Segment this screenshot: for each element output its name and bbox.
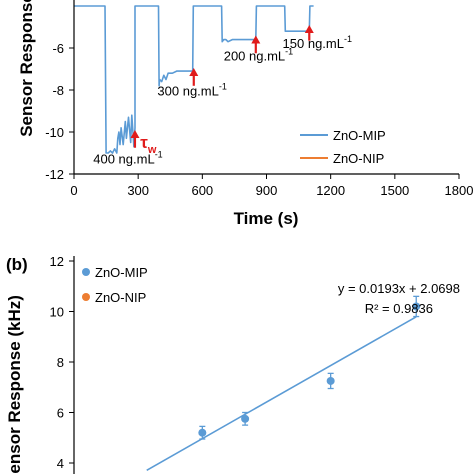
y-tick-label: -10	[45, 125, 64, 140]
legend-label-zno-nip: ZnO-NIP	[333, 151, 384, 166]
data-point	[198, 428, 207, 437]
fit-equation: y = 0.0193x + 2.0698	[338, 281, 460, 296]
y-tick-label: 12	[50, 254, 64, 269]
concentration-annotation: 150 ng.mL-1	[283, 34, 352, 51]
panel-b-data-points	[198, 295, 421, 440]
panel-b-fit-line	[146, 316, 417, 472]
panel-b-label: (b)	[6, 255, 28, 274]
legend-marker-zno-nip	[82, 293, 90, 301]
panel-b-y-axis-title: Sensor Response (kHz)	[5, 295, 24, 474]
fit-r-squared: R² = 0.9836	[365, 301, 433, 316]
panel-a-x-ticks: 0 300 600 900 1200 1500 1800	[70, 174, 473, 198]
y-tick-label: 10	[50, 305, 64, 320]
series-line-zno-mip	[74, 5, 314, 154]
x-tick-label: 1800	[445, 183, 474, 198]
panel-a-x-axis-title: Time (s)	[234, 209, 299, 228]
red-arrow-head	[304, 24, 314, 33]
y-tick-label: 8	[57, 355, 64, 370]
concentration-annotation: 300 ng.mL-1	[157, 81, 226, 98]
y-tick-label: -8	[52, 83, 64, 98]
panel-a-arrows	[130, 24, 314, 148]
x-tick-label: 1500	[380, 183, 409, 198]
red-arrow-head	[251, 35, 261, 44]
red-arrow-head	[189, 68, 199, 76]
data-point	[241, 414, 250, 423]
y-tick-label: 6	[57, 406, 64, 421]
linear-fit-line	[146, 316, 417, 472]
legend-marker-zno-mip	[82, 268, 90, 276]
legend-label-zno-mip: ZnO-MIP	[333, 128, 386, 143]
panel-a-legend: ZnO-MIP ZnO-NIP	[300, 128, 386, 166]
x-tick-label: 900	[256, 183, 278, 198]
x-tick-label: 0	[70, 183, 77, 198]
y-tick-label: -6	[52, 41, 64, 56]
data-point	[412, 302, 421, 311]
concentration-annotation: 200 ng.mL-1	[224, 47, 293, 64]
concentration-annotation: 400 ng.mL-1	[93, 150, 162, 167]
x-tick-label: 1200	[316, 183, 345, 198]
panel-b-chart: (b) 4 6 8 10 12 Sensor Response (kHz) ZnO-MI…	[5, 254, 460, 474]
y-tick-label: 4	[57, 456, 64, 471]
y-tick-label: -12	[45, 167, 64, 182]
panel-b-legend: ZnO-MIP ZnO-NIP	[82, 265, 148, 305]
panel-a-y-ticks: -12 -10 -8 -6	[45, 41, 74, 182]
x-tick-label: 300	[127, 183, 149, 198]
panel-a-y-axis-title: Sensor Response	[17, 0, 36, 137]
x-tick-label: 600	[191, 183, 213, 198]
red-arrow-head	[130, 129, 140, 138]
legend-label-zno-nip: ZnO-NIP	[95, 290, 146, 305]
data-point	[326, 376, 335, 385]
legend-label-zno-mip: ZnO-MIP	[95, 265, 148, 280]
panel-a-series-lines	[74, 5, 314, 154]
panel-b-y-ticks: 4 6 8 10 12	[50, 254, 74, 471]
